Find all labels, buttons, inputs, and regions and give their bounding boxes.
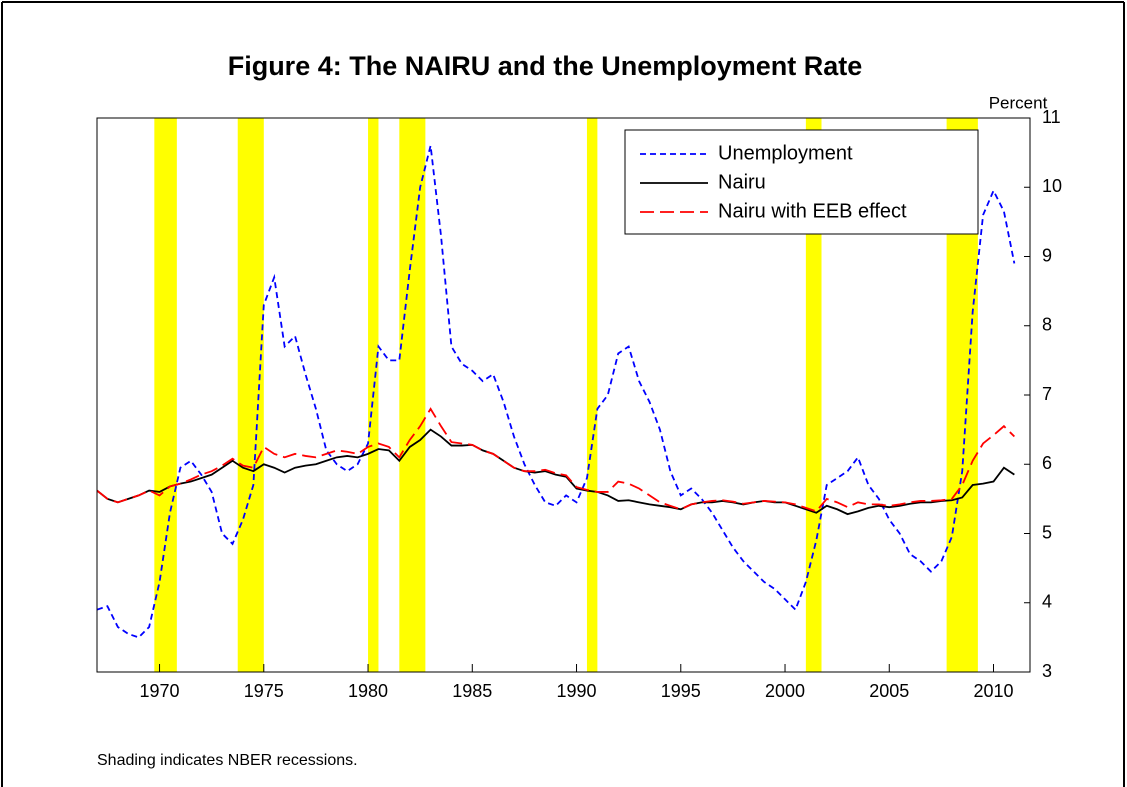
- series-line: [96, 145, 1016, 639]
- y-tick-label: 9: [1042, 245, 1052, 265]
- recession-band: [154, 118, 177, 672]
- recession-band: [586, 118, 598, 672]
- recession-band: [237, 118, 264, 672]
- y-axis-label: Percent: [989, 93, 1048, 112]
- x-tick-label: 1995: [661, 681, 701, 701]
- axes: 3 4 5 6 7 8 9 10 11 1970 1975 1980 1985 1990 1995 2000 2…: [140, 107, 1063, 701]
- plot-border: [96, 117, 1031, 673]
- legend-label: Nairu: [718, 171, 766, 193]
- x-tick-label: 2005: [869, 681, 909, 701]
- footnote: Shading indicates NBER recessions.: [97, 752, 358, 769]
- legend-label: Nairu with EEB effect: [718, 200, 907, 222]
- legend-box: [624, 129, 979, 235]
- legend: Unemployment Nairu Nairu with EEB effect: [624, 129, 979, 235]
- x-tick-label: 1985: [452, 681, 492, 701]
- x-tick-label: 1975: [244, 681, 284, 701]
- y-tick-label: 8: [1042, 315, 1052, 335]
- y-tick-label: 7: [1042, 384, 1052, 404]
- series-line: [96, 428, 1015, 516]
- y-tick-label: 6: [1042, 453, 1052, 473]
- y-tick-label: 3: [1042, 661, 1052, 681]
- x-tick-label: 2010: [973, 681, 1013, 701]
- legend-label: Unemployment: [718, 142, 853, 164]
- chart-title: Figure 4: The NAIRU and the Unemployment…: [228, 51, 863, 81]
- y-tick-label: 11: [1042, 107, 1061, 127]
- x-tick-label: 2000: [765, 681, 805, 701]
- series-line: [96, 407, 1015, 513]
- x-tick-label: 1980: [348, 681, 388, 701]
- x-tick-label: 1990: [557, 681, 597, 701]
- series-lines: [96, 145, 1016, 639]
- x-tick-label: 1970: [140, 681, 180, 701]
- recession-band: [399, 118, 426, 672]
- y-tick-label: 4: [1042, 592, 1052, 612]
- y-tick-label: 5: [1042, 522, 1052, 542]
- y-tick-label: 10: [1042, 176, 1062, 196]
